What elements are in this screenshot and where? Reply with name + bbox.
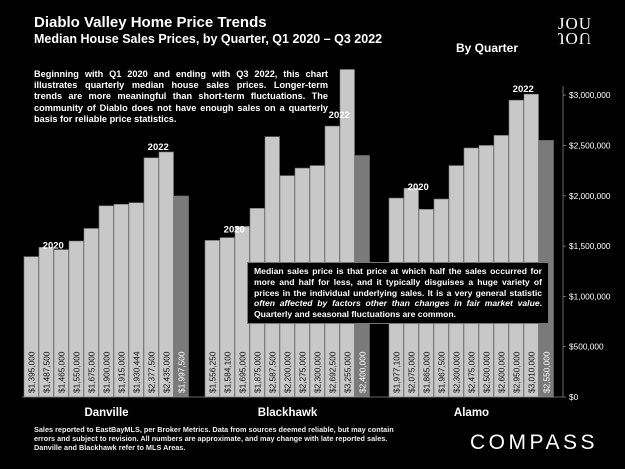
bar-value-label: $3,010,000	[526, 351, 536, 393]
bar-value-label: $2,550,000	[541, 351, 551, 393]
bar-value-label: $2,600,000	[496, 351, 506, 393]
median-note-emphasis: often affected by factors other than cha…	[254, 298, 540, 309]
chart-subtitle: Median House Sales Prices, by Quarter, Q…	[34, 32, 383, 46]
bar-value-label: $2,692,500	[327, 351, 337, 393]
y-tick-label: $2,000,000	[569, 191, 611, 201]
chart-title: Diablo Valley Home Price Trends	[34, 14, 267, 31]
bar-value-label: $2,587,500	[267, 351, 277, 393]
bar-value-label: $1,915,000	[116, 351, 126, 393]
median-note-text: Median sales price is that price at whic…	[254, 266, 542, 298]
bar-value-label: $2,500,000	[481, 351, 491, 393]
bar-value-label: $2,200,000	[282, 351, 292, 393]
bar-value-label: $1,930,444	[131, 351, 141, 393]
bar-value-label: $2,075,000	[406, 351, 416, 393]
logo-text-top: ЈOU	[557, 14, 593, 33]
year-label: 2020	[43, 241, 64, 252]
bar-value-label: $1,465,000	[56, 351, 66, 393]
y-tick-label: $3,000,000	[569, 90, 611, 100]
year-label: 2020	[408, 182, 429, 193]
bar-value-label: $2,475,000	[466, 351, 476, 393]
y-tick-label: $1,500,000	[569, 241, 611, 251]
footnote-line-1: Sales reported to EastBayMLS, per Broker…	[34, 425, 394, 434]
y-tick-label: $2,500,000	[569, 140, 611, 150]
year-label: 2020	[224, 224, 245, 235]
bar-value-label: $1,967,500	[436, 351, 446, 393]
logo-text-bottom: ЈOU	[557, 29, 593, 48]
bar-value-label: $1,900,000	[101, 351, 111, 393]
bar-value-label: $2,400,000	[357, 351, 367, 393]
bar-value-label: $2,300,000	[312, 351, 322, 393]
bar-value-label: $1,675,000	[86, 351, 96, 393]
compass-brand: COMPASS	[470, 431, 598, 454]
median-note-tail: . Quarterly and seasonal fluctuations ar…	[254, 298, 542, 320]
bar-value-label: $2,275,000	[297, 351, 307, 393]
group-label-danville: Danville	[84, 407, 128, 419]
y-tick-label: $500,000	[569, 342, 604, 352]
bar-value-label: $1,487,500	[41, 351, 51, 393]
bar-value-label: $1,556,250	[207, 351, 217, 393]
source-footnote: Sales reported to EastBayMLS, per Broker…	[34, 425, 454, 453]
group-label-alamo: Alamo	[454, 407, 489, 419]
year-label: 2022	[329, 110, 350, 121]
median-note: Median sales price is that price at whic…	[247, 262, 549, 324]
bar-value-label: $1,997,500	[176, 351, 186, 393]
footnote-line-3: Danville and Blackhawk refer to MLS Area…	[34, 443, 186, 453]
bar-value-label: $1,865,000	[421, 351, 431, 393]
y-tick-label: $0	[569, 392, 579, 402]
bar-value-label: $2,950,000	[511, 351, 521, 393]
chart-description: Beginning with Q1 2020 and ending with Q…	[34, 69, 328, 124]
by-quarter-label: By Quarter	[456, 41, 519, 55]
bar-value-label: $1,395,000	[26, 351, 36, 393]
group-label-blackhawk: Blackhawk	[258, 407, 318, 419]
y-tick-label: $1,000,000	[569, 291, 611, 301]
bar-value-label: $1,550,000	[71, 351, 81, 393]
bar-value-label: $2,377,500	[146, 351, 156, 393]
brand-logo: ЈOU ЈOU	[553, 14, 597, 48]
bar-value-label: $1,977,100	[391, 351, 401, 393]
year-label: 2022	[148, 142, 169, 153]
bar-value-label: $3,255,000	[342, 351, 352, 393]
footnote-line-2: errors and subject to revision. All numb…	[34, 434, 388, 444]
bar-value-label: $1,584,100	[222, 351, 232, 393]
bar-value-label: $2,300,000	[451, 351, 461, 393]
bar-value-label: $1,695,000	[237, 351, 247, 393]
bar-value-label: $2,435,000	[161, 351, 171, 393]
bar-value-label: $1,875,000	[252, 351, 262, 393]
year-label: 2022	[513, 84, 534, 95]
